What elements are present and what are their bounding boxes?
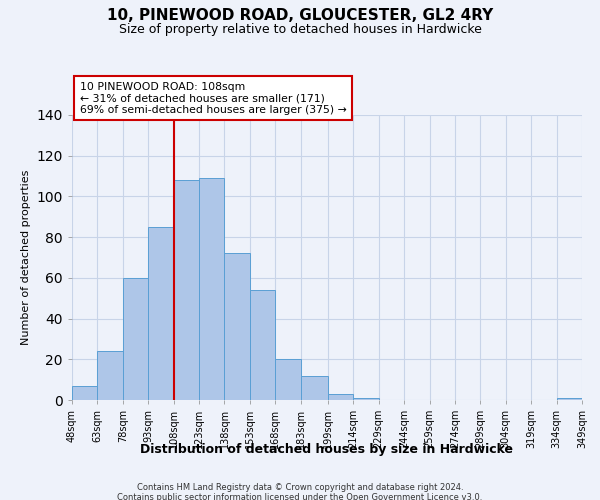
Bar — [199, 178, 224, 400]
Bar — [123, 278, 148, 400]
Y-axis label: Number of detached properties: Number of detached properties — [21, 170, 31, 345]
Bar — [72, 386, 97, 400]
Bar — [173, 180, 199, 400]
Text: Size of property relative to detached houses in Hardwicke: Size of property relative to detached ho… — [119, 22, 481, 36]
Bar — [328, 394, 353, 400]
Text: Distribution of detached houses by size in Hardwicke: Distribution of detached houses by size … — [140, 442, 514, 456]
Bar — [224, 254, 250, 400]
Bar — [250, 290, 275, 400]
Text: 10, PINEWOOD ROAD, GLOUCESTER, GL2 4RY: 10, PINEWOOD ROAD, GLOUCESTER, GL2 4RY — [107, 8, 493, 22]
Text: Contains public sector information licensed under the Open Government Licence v3: Contains public sector information licen… — [118, 492, 482, 500]
Text: Contains HM Land Registry data © Crown copyright and database right 2024.: Contains HM Land Registry data © Crown c… — [137, 482, 463, 492]
Bar — [275, 360, 301, 400]
Bar — [301, 376, 328, 400]
Bar — [353, 398, 379, 400]
Bar — [148, 227, 173, 400]
Text: 10 PINEWOOD ROAD: 108sqm
← 31% of detached houses are smaller (171)
69% of semi-: 10 PINEWOOD ROAD: 108sqm ← 31% of detach… — [80, 82, 346, 115]
Bar — [97, 351, 123, 400]
Bar — [557, 398, 582, 400]
